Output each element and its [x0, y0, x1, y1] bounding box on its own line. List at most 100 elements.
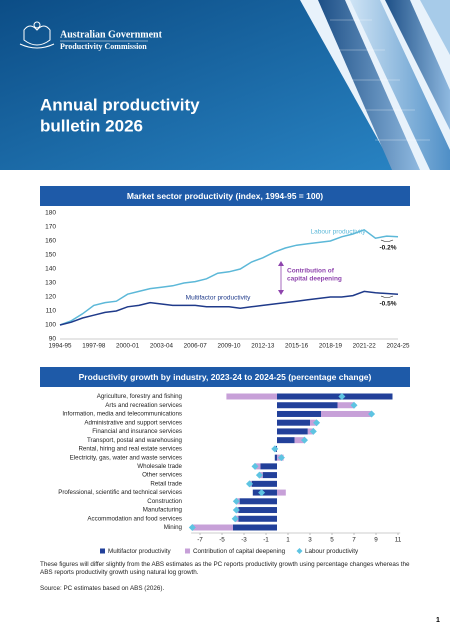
diamond-marker	[251, 462, 259, 470]
bar-segment	[274, 454, 277, 461]
bar-segment	[238, 515, 277, 522]
x-tick-label: -3	[241, 537, 247, 544]
bar-segment	[238, 507, 277, 514]
x-tick-label: 11	[395, 537, 402, 544]
diamond-marker	[350, 401, 358, 409]
category-label: Electricity, gas, water and waste servic…	[70, 454, 182, 461]
diamond-marker	[258, 489, 266, 497]
category-label: Financial and insurance services	[92, 428, 182, 435]
legend-marker	[296, 548, 303, 554]
category-label: Mining	[164, 524, 183, 531]
category-label: Wholesale trade	[137, 463, 182, 470]
bar-segment	[337, 402, 354, 409]
x-tick-label: 1997-98	[82, 343, 106, 350]
x-tick-label: 3	[308, 537, 312, 544]
agency-name: Productivity Commission	[60, 42, 147, 51]
document-title: bulletin 2026	[40, 116, 143, 135]
notes: These figures will differ slightly from …	[40, 561, 410, 576]
y-tick-label: 140	[45, 266, 56, 273]
x-tick-label: 2018-19	[319, 343, 343, 350]
legend-label: Contribution of capital deepening	[193, 548, 286, 555]
bar-segment	[321, 410, 372, 417]
bar-segment	[239, 498, 277, 505]
chart-title-bar	[40, 186, 410, 206]
category-label: Accommodation and food services	[87, 515, 182, 522]
line-series	[59, 290, 399, 326]
x-tick-label: 2024-25	[386, 343, 410, 350]
source: Source: PC estimates based on ABS (2026)…	[40, 585, 165, 592]
bar-segment	[277, 428, 308, 435]
category-label: Transport, postal and warehousing	[87, 437, 183, 444]
diamond-marker	[255, 471, 263, 479]
diamond-marker	[301, 436, 308, 444]
government-name: Australian Government	[60, 29, 163, 40]
category-label: Retail trade	[150, 480, 182, 487]
category-label: Arts and recreation services	[105, 402, 182, 409]
legend-label: Labour productivity	[305, 548, 359, 555]
legend-label: Multifactor productivity	[108, 548, 171, 555]
x-tick-label: 1994-95	[48, 343, 72, 350]
bar-segment	[294, 437, 305, 444]
header-image	[300, 0, 450, 170]
category-label: Information, media and telecommunication…	[62, 411, 182, 418]
y-tick-label: 130	[45, 280, 56, 287]
series-label: Multifactor productivity	[186, 295, 251, 302]
category-label: Administrative and support services	[84, 419, 182, 426]
bar-segment	[277, 402, 338, 409]
bar-segment	[277, 410, 321, 417]
diamond-marker	[313, 419, 321, 427]
x-tick-label: -7	[197, 537, 203, 544]
bar-segment	[277, 393, 393, 400]
legend-swatch	[100, 548, 105, 554]
category-label: Agriculture, forestry and fishing	[97, 393, 183, 400]
annotation: capital deepening	[287, 276, 342, 283]
y-tick-label: 170	[45, 224, 56, 231]
bar-segment	[233, 524, 277, 531]
annotation: Contribution of	[287, 268, 335, 275]
annotation: -0.2%	[380, 245, 397, 252]
x-tick-label: 2003-04	[150, 343, 174, 350]
logo	[19, 21, 55, 49]
line-series	[59, 228, 399, 326]
bar-segment	[277, 419, 310, 426]
x-tick-label: -1	[263, 537, 269, 544]
diamond-marker	[338, 393, 346, 400]
bar-segment	[277, 437, 295, 444]
annotation: -0.5%	[380, 301, 397, 308]
category-label: Manufacturing	[143, 507, 183, 514]
bar-segment	[226, 393, 277, 400]
diamond-marker	[368, 410, 376, 418]
y-tick-label: 120	[45, 294, 56, 301]
document-title: Annual productivity	[40, 95, 200, 114]
y-tick-label: 150	[45, 252, 56, 259]
diamond-marker	[271, 445, 279, 453]
x-tick-label: 2000-01	[116, 343, 140, 350]
bracket	[380, 239, 394, 242]
chart-title-bar	[40, 367, 410, 387]
y-tick-label: 160	[45, 238, 56, 245]
diamond-marker	[309, 427, 317, 435]
page-number: 1	[436, 617, 440, 624]
bar-segment	[277, 489, 286, 496]
diamond-marker	[188, 524, 196, 531]
x-tick-label: 1	[286, 537, 290, 544]
chart-title: Productivity growth by industry, 2023-24…	[79, 372, 372, 382]
chart-title: Market sector productivity (index, 1994-…	[127, 191, 323, 201]
category-label: Rental, hiring and real estate services	[78, 446, 182, 453]
bar-segment	[192, 524, 233, 531]
bar-segment	[251, 480, 277, 487]
category-label: Other services	[142, 472, 182, 479]
y-tick-label: 180	[45, 210, 56, 217]
diamond-marker	[277, 454, 285, 462]
diamond-marker	[232, 497, 240, 505]
x-tick-label: 2012-13	[251, 343, 275, 350]
category-label: Professional, scientific and technical s…	[58, 489, 182, 496]
x-tick-label: 5	[330, 537, 334, 544]
x-tick-label: 2015-16	[285, 343, 309, 350]
diamond-marker	[231, 515, 239, 523]
y-tick-label: 100	[45, 322, 56, 329]
diamond-marker	[246, 480, 253, 488]
x-tick-label: 2021-22	[353, 343, 377, 350]
